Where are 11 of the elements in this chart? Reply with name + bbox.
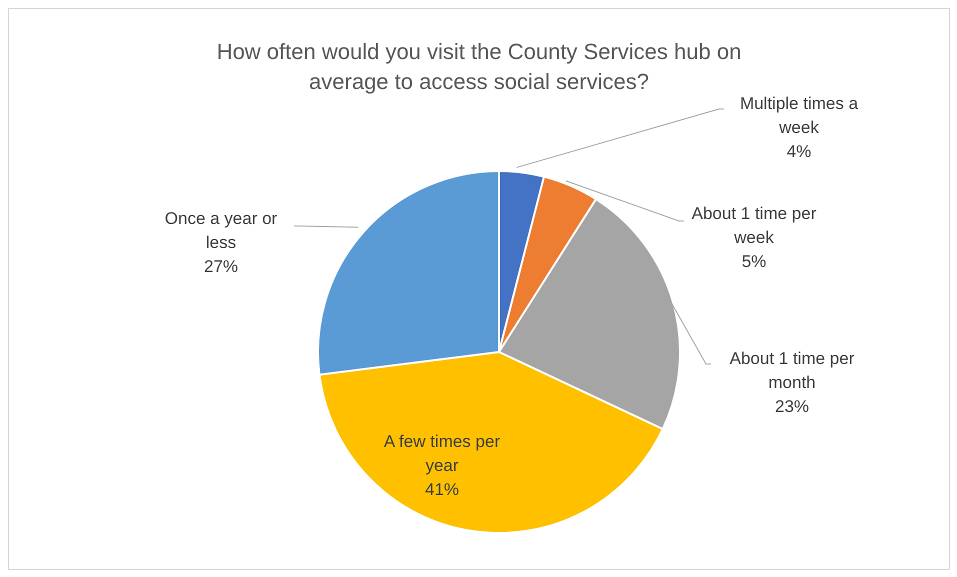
slice-label: A few times per year [384,432,500,475]
chart-title: How often would you visit the County Services hub on average to access social services? [216,38,742,94]
slice-label: About 1 time per week [692,204,817,247]
slice-label: About 1 time per month [730,349,855,392]
data-label: 41% [424,480,460,499]
slice-label: Once a year or less [164,209,278,252]
data-label: 23% [774,397,810,416]
slice-label: Multiple times a week [740,94,859,137]
data-label: 4% [786,142,812,161]
data-label: 27% [204,257,238,276]
data-label: 5% [742,252,766,271]
